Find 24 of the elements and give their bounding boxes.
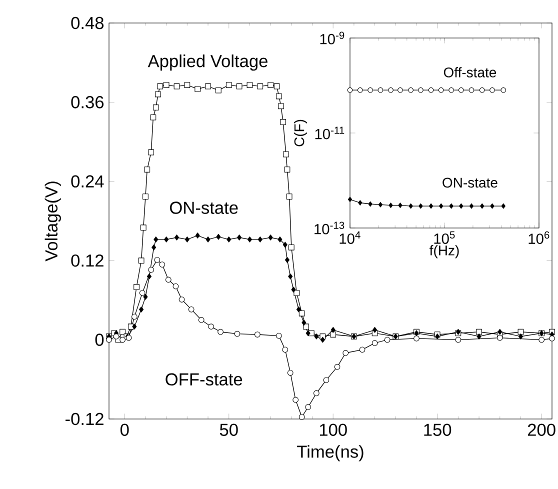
series-label: Off-state [444, 67, 496, 78]
series-label: ON-state [442, 178, 498, 188]
x-tick-label: 50 [220, 424, 238, 436]
y-axis-title: C(F) [294, 120, 307, 146]
y-axis-title: Voltage(V) [44, 182, 61, 262]
x-tick-label: 10$^{6}$ [528, 231, 550, 244]
y-tick-label: 0 [95, 334, 104, 346]
y-tick-label: 10$^{-9}$ [320, 32, 344, 44]
x-axis-title: Time(ns) [297, 445, 364, 462]
x-tick-label: 100 [320, 424, 347, 436]
x-tick-label: 10$^{5}$ [434, 231, 455, 244]
y-tick-label: 0.48 [71, 16, 104, 30]
x-axis-title: f(Hz) [430, 245, 459, 258]
text: OFF-state [166, 373, 242, 386]
x-tick-label: 0 [120, 424, 129, 436]
y-tick-label: 0.12 [71, 254, 104, 267]
series-label: Applied Voltage [148, 54, 268, 71]
y-tick-label: 10$^{-11}$ [315, 126, 344, 140]
y-tick-label: -0.12 [66, 412, 104, 426]
y-tick-label: 0.36 [71, 96, 104, 108]
y-tick-label: 0.24 [71, 175, 104, 188]
x-tick-label: 150 [424, 424, 452, 436]
series-label: ON-state [170, 202, 238, 214]
x-tick-label: 200 [528, 424, 556, 436]
